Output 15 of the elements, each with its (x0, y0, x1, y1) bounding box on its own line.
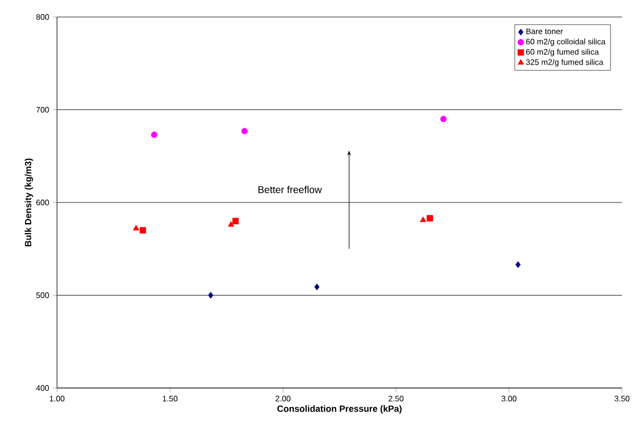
point (314, 284, 320, 290)
annotation: Better freeflow (258, 186, 322, 194)
point (150, 132, 158, 138)
y-axis-title: Bulk Density (kg/m3) (24, 158, 34, 246)
point (440, 116, 447, 122)
point (420, 216, 426, 222)
point (228, 221, 234, 227)
point (140, 227, 146, 234)
point (232, 218, 239, 224)
point (515, 261, 521, 268)
x-axis-title: Consolidation Pressure (kPa) (277, 405, 402, 414)
point (426, 215, 434, 222)
point (132, 224, 140, 230)
point (241, 128, 248, 134)
point (208, 292, 214, 299)
